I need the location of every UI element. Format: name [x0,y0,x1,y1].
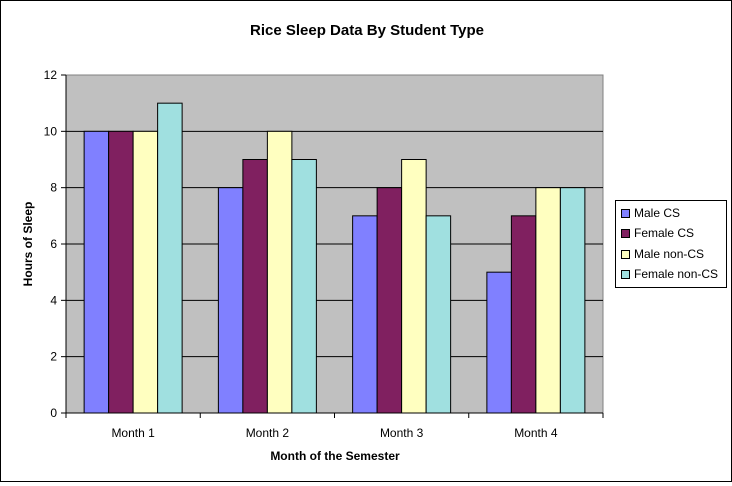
y-tick-label: 6 [50,237,57,251]
x-axis-label: Month of the Semester [270,449,400,463]
legend-swatch [621,249,630,259]
legend-swatch [621,228,630,238]
bar [83,130,110,414]
y-axis: 0 2 4 6 8 10 12 [44,68,67,420]
legend-item-female-cs: Female CS [621,225,694,241]
legend-label: Male non-CS [634,247,705,261]
legend-label: Male CS [634,206,681,220]
bar [291,159,317,414]
bar [132,130,159,414]
bar [157,102,183,414]
bar [510,215,537,414]
bar [401,159,427,414]
legend-item-male-non-cs: Male non-CS [621,246,704,262]
y-tick-label: 0 [50,406,57,420]
bar [535,187,561,414]
legend-swatch [621,208,630,218]
bar [425,215,452,414]
legend: Male CS Female CS Male non-CS Female non… [615,200,727,288]
legend-label: Female non-CS [634,267,719,281]
bar [376,187,403,414]
x-axis: Month 1 Month 2 Month 3 Month 4 [65,412,604,440]
bar [559,187,586,414]
bar [108,130,134,414]
y-tick-label: 12 [44,68,58,82]
legend-item-female-non-cs: Female non-CS [621,266,718,282]
x-tick-label: Month 4 [514,426,558,440]
x-tick-label: Month 1 [111,426,155,440]
bar [266,130,293,414]
bar [486,271,512,414]
chart-title: Rice Sleep Data By Student Type [250,22,484,39]
y-axis-label: Hours of Sleep [21,202,35,287]
x-tick-label: Month 2 [246,426,290,440]
y-tick-label: 10 [44,124,58,138]
bars-group [83,102,586,414]
bar [242,159,268,414]
y-tick-label: 2 [50,350,57,364]
y-tick-label: 4 [50,293,57,307]
legend-label: Female CS [634,226,695,240]
y-tick-label: 8 [50,181,57,195]
x-tick-label: Month 3 [380,426,424,440]
legend-swatch [621,269,630,279]
bar [217,187,244,414]
legend-item-male-cs: Male CS [621,205,680,221]
bar [352,215,378,414]
